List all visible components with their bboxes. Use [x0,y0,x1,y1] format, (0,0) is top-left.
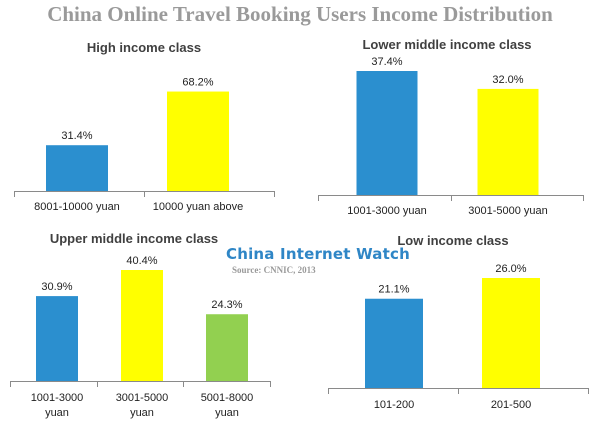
tick-label: yuan [45,407,69,419]
tick-label: 101-200 [374,399,414,411]
chart-title: Upper middle income class [50,231,218,246]
page-title: China Online Travel Booking Users Income… [47,2,553,26]
bar [477,88,539,195]
tick-label: 3001-5000 yuan [468,205,548,217]
data-label: 37.4% [371,56,402,68]
tick-label: yuan [215,407,239,419]
data-label: 30.9% [41,281,72,293]
bar [482,278,540,388]
bar [206,314,248,381]
watermark-brand: China Internet Watch [226,245,410,263]
data-label: 26.0% [495,263,526,275]
tick-label: yuan [130,407,154,419]
chart-title: Lower middle income class [362,37,531,52]
tick-label: 1001-3000 [31,392,84,404]
bar [356,71,418,195]
bar [167,91,229,191]
watermark-source: Source: CNNIC, 2013 [232,265,316,275]
bar [36,296,78,381]
chart-title: Low income class [397,233,508,248]
tick-label: 10000 yuan above [153,201,244,213]
bar [46,145,108,191]
chart-title: High income class [87,40,201,55]
bar [121,270,163,381]
tick-label: 8001-10000 yuan [34,201,120,213]
data-label: 31.4% [61,130,92,142]
tick-label: 1001-3000 yuan [347,205,427,217]
data-label: 40.4% [126,255,157,267]
tick-label: 3001-5000 [116,392,169,404]
data-label: 21.1% [378,284,409,296]
data-label: 68.2% [182,77,213,89]
tick-label: 5001-8000 [201,392,254,404]
tick-label: 201-500 [491,399,531,411]
data-label: 24.3% [211,299,242,311]
bar [365,298,423,388]
data-label: 32.0% [492,74,523,86]
